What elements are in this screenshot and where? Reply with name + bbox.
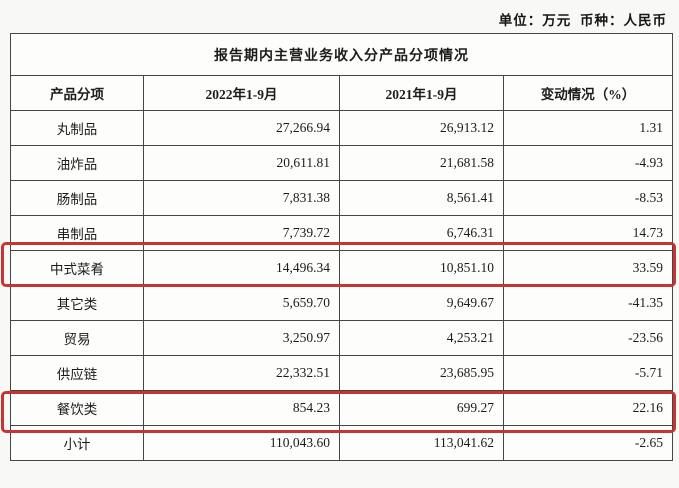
table-row: 油炸品 20,611.81 21,681.58 -4.93 xyxy=(10,145,673,181)
header-change-percent: 变动情况（%） xyxy=(503,75,673,111)
product-name-cell: 其它类 xyxy=(10,285,144,321)
value-2021-cell: 21,681.58 xyxy=(339,145,504,181)
value-2022-cell: 5,659.70 xyxy=(143,285,340,321)
table-row: 串制品 7,739.72 6,746.31 14.73 xyxy=(10,215,673,251)
table-header-row: 产品分项 2022年1-9月 2021年1-9月 变动情况（%） xyxy=(10,75,673,111)
table-row: 小计 110,043.60 113,041.62 -2.65 xyxy=(10,425,673,461)
product-name-cell: 小计 xyxy=(10,425,144,461)
header-2021-period: 2021年1-9月 xyxy=(339,75,504,111)
change-percent-cell: -23.56 xyxy=(503,320,673,356)
value-2022-cell: 110,043.60 xyxy=(143,425,340,461)
table-row: 其它类 5,659.70 9,649.67 -41.35 xyxy=(10,285,673,321)
value-2022-cell: 7,739.72 xyxy=(143,215,340,251)
change-percent-cell: 14.73 xyxy=(503,215,673,251)
value-2022-cell: 27,266.94 xyxy=(143,110,340,146)
value-2022-cell: 854.23 xyxy=(143,390,340,426)
change-percent-cell: 22.16 xyxy=(503,390,673,426)
revenue-by-product-table: 报告期内主营业务收入分产品分项情况 产品分项 2022年1-9月 2021年1-… xyxy=(10,33,673,461)
table-row: 供应链 22,332.51 23,685.95 -5.71 xyxy=(10,355,673,391)
product-name-cell: 丸制品 xyxy=(10,110,144,146)
table-row: 中式菜肴 14,496.34 10,851.10 33.59 xyxy=(10,250,673,286)
value-2021-cell: 4,253.21 xyxy=(339,320,504,356)
table-row: 肠制品 7,831.38 8,561.41 -8.53 xyxy=(10,180,673,216)
unit-currency-label: 单位：万元 币种：人民币 xyxy=(498,13,667,28)
value-2022-cell: 20,611.81 xyxy=(143,145,340,181)
change-percent-cell: -5.71 xyxy=(503,355,673,391)
change-percent-cell: -4.93 xyxy=(503,145,673,181)
header-product-segment: 产品分项 xyxy=(10,75,144,111)
value-2022-cell: 3,250.97 xyxy=(143,320,340,356)
value-2021-cell: 6,746.31 xyxy=(339,215,504,251)
product-name-cell: 串制品 xyxy=(10,215,144,251)
product-name-cell: 肠制品 xyxy=(10,180,144,216)
product-name-cell: 餐饮类 xyxy=(10,390,144,426)
value-2021-cell: 9,649.67 xyxy=(339,285,504,321)
table-title: 报告期内主营业务收入分产品分项情况 xyxy=(10,33,673,76)
value-2022-cell: 7,831.38 xyxy=(143,180,340,216)
change-percent-cell: -2.65 xyxy=(503,425,673,461)
change-percent-cell: 1.31 xyxy=(503,110,673,146)
table-row: 丸制品 27,266.94 26,913.12 1.31 xyxy=(10,110,673,146)
product-name-cell: 中式菜肴 xyxy=(10,250,144,286)
change-percent-cell: -41.35 xyxy=(503,285,673,321)
value-2021-cell: 699.27 xyxy=(339,390,504,426)
header-2022-period: 2022年1-9月 xyxy=(143,75,340,111)
change-percent-cell: -8.53 xyxy=(503,180,673,216)
change-percent-cell: 33.59 xyxy=(503,250,673,286)
value-2021-cell: 23,685.95 xyxy=(339,355,504,391)
value-2022-cell: 14,496.34 xyxy=(143,250,340,286)
value-2022-cell: 22,332.51 xyxy=(143,355,340,391)
table-row: 餐饮类 854.23 699.27 22.16 xyxy=(10,390,673,426)
product-name-cell: 供应链 xyxy=(10,355,144,391)
value-2021-cell: 26,913.12 xyxy=(339,110,504,146)
value-2021-cell: 8,561.41 xyxy=(339,180,504,216)
table-body: 丸制品 27,266.94 26,913.12 1.31 油炸品 20,611.… xyxy=(10,110,673,461)
table-row: 贸易 3,250.97 4,253.21 -23.56 xyxy=(10,320,673,356)
product-name-cell: 油炸品 xyxy=(10,145,144,181)
value-2021-cell: 113,041.62 xyxy=(339,425,504,461)
product-name-cell: 贸易 xyxy=(10,320,144,356)
table-title-row: 报告期内主营业务收入分产品分项情况 xyxy=(10,33,673,76)
value-2021-cell: 10,851.10 xyxy=(339,250,504,286)
